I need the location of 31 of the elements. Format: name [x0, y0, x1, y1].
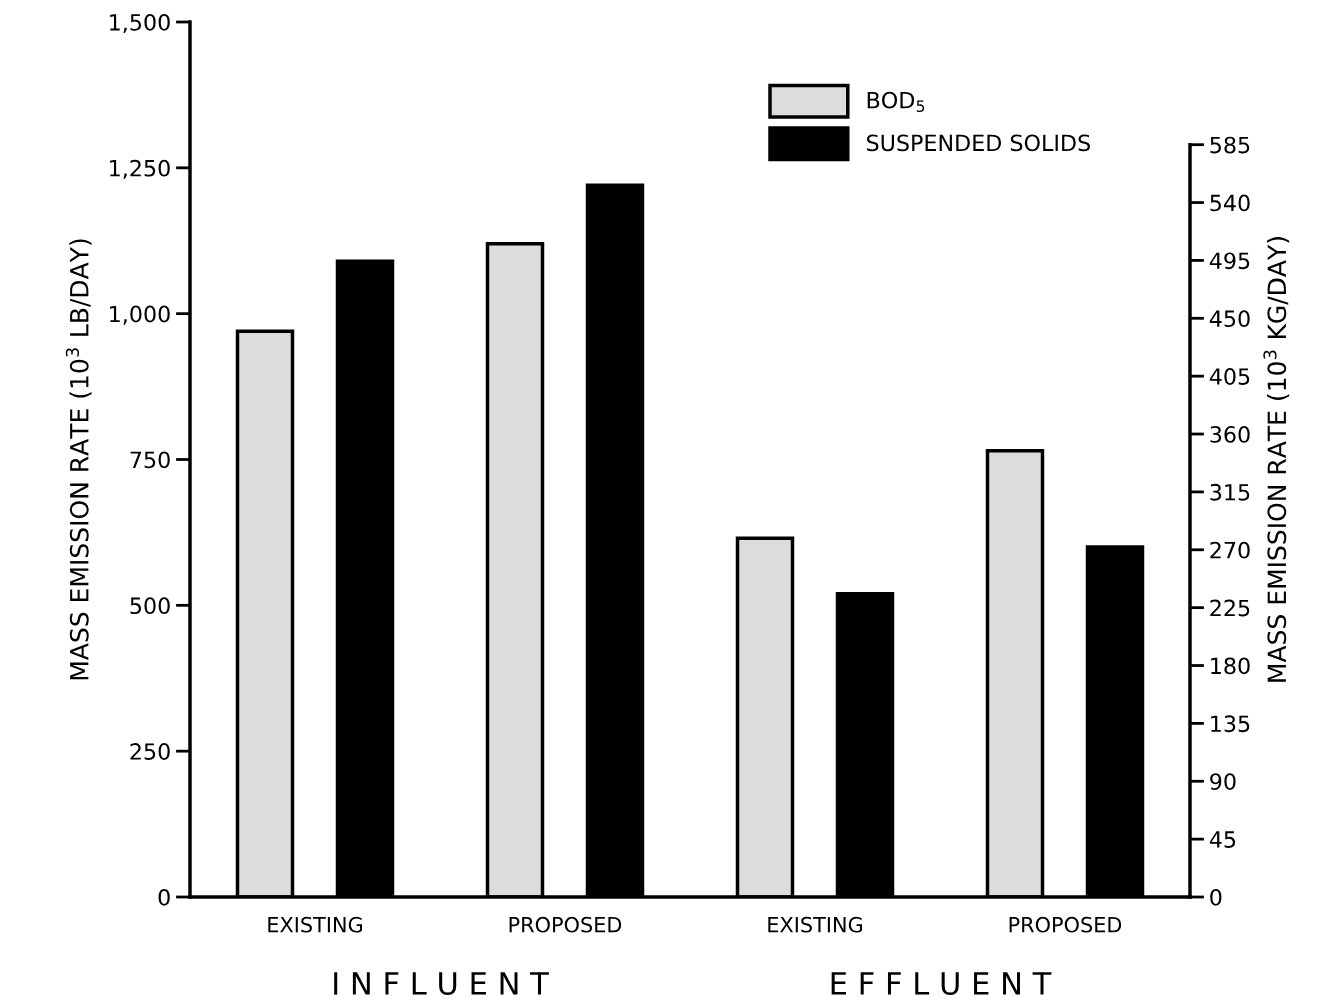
y-tick-label: 750 [130, 451, 170, 469]
y-tick-label: 250 [130, 743, 170, 760]
x-tick-label: EXISTING [268, 916, 362, 933]
y2-tick-label: 0 [1210, 888, 1222, 906]
x-tick-label: EXISTING [768, 916, 862, 933]
y-axis-title: MASS EMISSION RATE (10$^{3}$ LB/DAY) [65, 239, 92, 680]
y2-tick-label: 540 [1210, 194, 1250, 212]
y2-tick-label: 450 [1209, 310, 1250, 328]
text: E F F L U E N T [831, 972, 1052, 996]
y2-tick-label: 315 [1210, 483, 1250, 501]
y2-tick-label: 90 [1210, 773, 1236, 791]
y2-tick-label: 360 [1210, 425, 1250, 443]
legend-label: SUSPENDED SOLIDS [867, 134, 1090, 152]
text: I N F L U E N T [334, 972, 549, 996]
x-tick-label: PROPOSED [509, 916, 622, 933]
y-tick-label: 1,250 [110, 159, 170, 179]
y2-tick-label: 495 [1209, 252, 1250, 270]
y2-tick-label: 405 [1209, 368, 1250, 385]
y2-axis-title: MASS EMISSION RATE (10$^{3}$ KG/DAY) [1263, 237, 1290, 682]
y2-tick-label: 180 [1211, 657, 1250, 675]
y2-tick-label: 270 [1210, 541, 1250, 559]
y2-tick-label: 225 [1210, 599, 1250, 617]
y-tick-label: 1,500 [110, 13, 170, 34]
legend-label: BOD$_{5}$ [867, 91, 925, 113]
y2-tick-label: 585 [1210, 136, 1250, 154]
y-tick-label: 1,000 [110, 305, 170, 325]
y-tick-label: 500 [130, 597, 170, 615]
y2-tick-label: 45 [1209, 831, 1236, 848]
y2-tick-label: 135 [1211, 715, 1250, 733]
x-tick-label: PROPOSED [1009, 916, 1122, 933]
y-tick-label: 0 [158, 888, 170, 906]
